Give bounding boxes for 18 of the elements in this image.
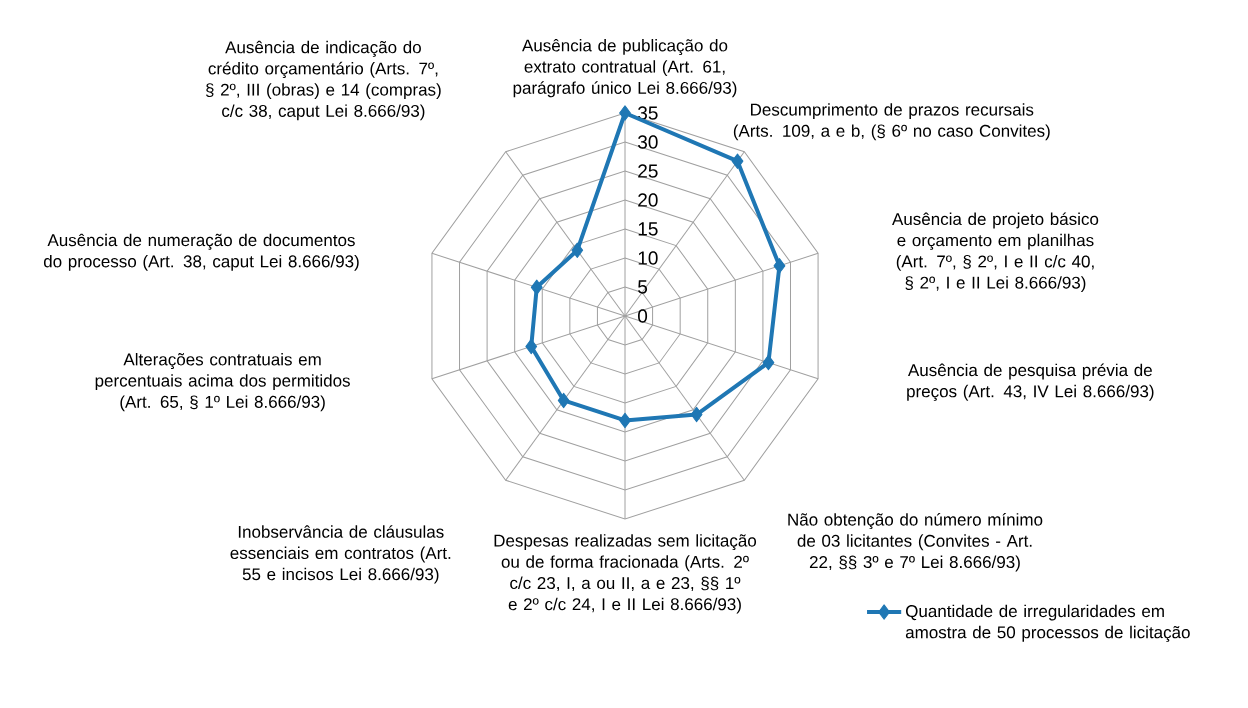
spoke-label: Ausência de indicação do crédito orçamentário (Arts. 7º, § 2º, III (obras) e 14 (compras) c/c 38, caput Lei 8.666/93) (205, 40, 441, 121)
y-tick-label: 15 (638, 222, 658, 236)
spoke-label: Não obtenção do número mínimo de 03 licitantes (Convites - Art. 22, §§ 3º e 7º Lei 8.666/93) (788, 512, 1043, 572)
y-tick-label: 30 (637, 135, 658, 149)
spoke-label: Despesas realizadas sem licitação ou de forma fracionada (Arts. 2º c/c 23, I, a ou II, a e 23, §§ 1º e 2º c/c 24, I e II Lei 8.666/93) (494, 534, 757, 614)
spoke-label: Ausência de numeração de documentos do processo (Art. 38, caput Lei 8.666/93) (43, 233, 359, 271)
y-tick-label: 10 (638, 251, 658, 265)
spoke-label: Ausência de publicação do extrato contratual (Art. 61, parágrafo único Lei 8.666/93) (513, 38, 737, 98)
spoke-label: Inobservância de cláusulas essenciais em contratos (Art. 55 e incisos Lei 8.666/93) (230, 525, 451, 584)
spoke-label: Ausência de pesquisa prévia de preços (Art. 43, IV Lei 8.666/93) (907, 363, 1154, 401)
spoke-label: Ausência de projeto básico e orçamento em planilhas (Art. 7º, § 2º, I e II c/c 40, § 2º, I e II Lei 8.666/93) (892, 212, 1099, 293)
spoke-label: Descumprimento de prazos recursais (Arts. 109, a e b, (§ 6º no caso Convites) (733, 103, 1050, 141)
legend-label: Quantidade de irregularidades em amostra de 50 processos de licitação (905, 604, 1190, 642)
y-tick-label: 20 (638, 193, 658, 207)
y-tick-label: 25 (638, 164, 658, 178)
y-tick-label: 0 (638, 309, 648, 323)
spoke-label: Alterações contratuais em percentuais acima dos permitidos (Art. 65, § 1º Lei 8.666/93) (95, 353, 350, 412)
y-tick-label: 5 (638, 280, 648, 294)
